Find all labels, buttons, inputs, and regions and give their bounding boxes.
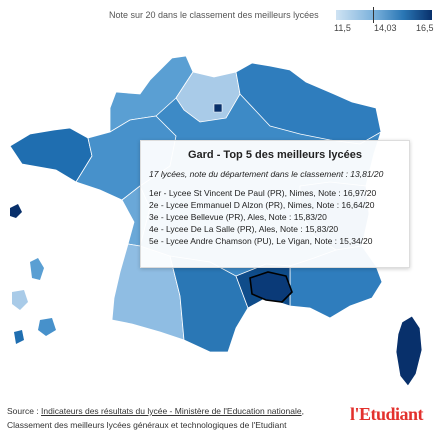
source-link[interactable]: Indicateurs des résultats du lycée - Min… (41, 406, 302, 416)
footer: Source : Indicateurs des résultats du ly… (0, 400, 441, 435)
tooltip-rank-2: 2e - Lycee Emmanuel D Alzon (PR), Nimes,… (149, 200, 375, 210)
tooltip-summary: 17 lycées, note du département dans le c… (149, 169, 384, 179)
source-suffix: , (301, 406, 304, 416)
tooltip-rank-5: 5e - Lycee Andre Chamson (PU), Le Vigan,… (149, 236, 373, 246)
overseas-mayotte (14, 330, 24, 344)
legend-color-scale (336, 10, 432, 20)
letudiant-logo[interactable]: l'Etudiant (350, 404, 424, 424)
tooltip-rank-4: 4e - Lycee De La Salle (PR), Ales, Note … (149, 224, 339, 234)
dept-brittany (9, 127, 93, 183)
dept-gard-highlight[interactable] (249, 271, 293, 303)
legend-tick-max: 16,5 (416, 23, 434, 33)
source-prefix: Source : (7, 406, 42, 416)
legend-tick-min: 11,5 (334, 23, 351, 33)
tooltip-rank-3: 3e - Lycee Bellevue (PR), Ales, Note : 1… (149, 212, 327, 222)
legend-value-marker (373, 7, 374, 23)
source-line-2: Classement des meilleurs lycées généraux… (7, 420, 287, 430)
dept-paris (213, 103, 223, 113)
legend-ticks: 11,5 14,03 16,5 (330, 23, 438, 35)
corsica (395, 315, 423, 387)
source-text: Source : Indicateurs des résultats du ly… (7, 404, 304, 432)
tooltip-title: Gard - Top 5 des meilleurs lycées (187, 149, 363, 161)
legend-tick-mid: 14,03 (374, 23, 397, 33)
legend-title: Note sur 20 dans le classement des meill… (109, 10, 319, 20)
overseas-reunion (38, 318, 56, 336)
overseas-guyane (12, 290, 28, 310)
dept-north-east (235, 62, 382, 145)
legend: Note sur 20 dans le classement des meill… (0, 4, 441, 36)
tooltip-rank-1: 1er - Lycee St Vincent De Paul (PR), Nim… (149, 188, 377, 198)
dept-ile-de-france (175, 71, 241, 123)
dept-south-central (169, 255, 249, 353)
department-tooltip: Gard - Top 5 des meilleurs lycées 17 lyc… (140, 140, 410, 268)
overseas-guadeloupe (10, 204, 22, 218)
overseas-martinique (30, 258, 44, 280)
